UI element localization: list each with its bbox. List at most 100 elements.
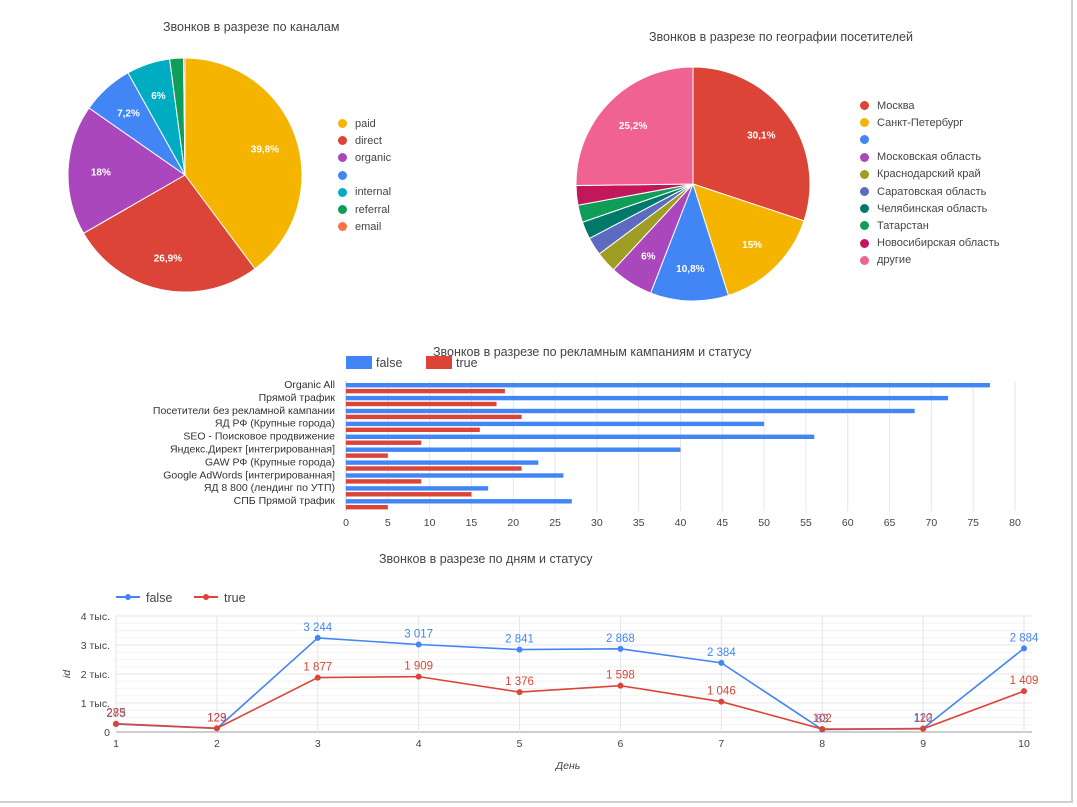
days-y-tick-label: 0 [104,727,110,739]
campaigns-x-tick-label: 40 [675,517,687,529]
days-x-tick-label: 2 [214,738,220,750]
geo-legend-swatch [860,255,869,265]
channels-legend-swatch [338,170,347,180]
campaigns-x-tick-label: 50 [758,517,770,529]
campaigns-bar-true [346,388,505,394]
campaigns-x-tick-label: 10 [424,517,436,529]
days-legend-marker-true [203,594,209,600]
campaigns-x-tick-label: 70 [926,517,938,529]
days-point-label-false: 123 [207,712,226,724]
days-line-false [115,637,1025,731]
days-point-label-true: 1 598 [606,670,635,682]
days-point-label-false: 2 884 [1010,632,1039,644]
days-point-true [920,725,927,732]
geo-legend-label: Саратовская область [877,185,987,198]
campaigns-bar-false [346,383,990,388]
days-point-true [516,689,523,696]
campaigns-x-tick-label: 20 [507,517,519,529]
campaigns-x-tick-label: 75 [967,517,979,529]
days-y-tick-label: 1 тыс. [81,698,110,710]
geo-legend-swatch [860,238,869,248]
campaigns-legend-label-false: false [376,356,402,370]
geo-legend-label: Татарстан [877,219,929,232]
campaigns-bar-false [346,499,572,504]
campaigns-bar-false [346,473,564,478]
campaigns-x-tick-label: 55 [800,517,812,529]
geo-legend-item: Краснодарский край [860,166,1000,183]
days-y-tick-label: 3 тыс. [81,640,110,652]
campaigns-x-tick-label: 35 [633,517,645,529]
geo-legend-swatch [860,187,869,197]
days-x-tick-label: 1 [113,738,119,750]
geo-legend-swatch [860,169,869,179]
campaigns-bar-true [346,440,422,445]
days-point-true [1021,688,1027,695]
channels-slice-label-4: 6% [151,91,166,102]
geo-slice-9 [575,66,694,186]
days-x-tick-label: 5 [517,738,523,750]
channels-chart-title: Звонков в разрезе по каналам [163,20,340,34]
campaigns-chart-title: Звонков в разрезе по рекламным кампаниям… [433,345,752,359]
geo-legend-label: Московская область [877,151,982,164]
campaigns-bar-false [346,447,681,452]
geo-slice-label-0: 30,1% [747,131,775,142]
days-x-tick-label: 6 [618,738,624,750]
geo-legend-item: Челябинская область [860,200,1000,217]
geo-legend-item: Москва [860,97,1000,114]
campaigns-category-label: СПБ Прямой трафик [234,495,336,507]
days-point-label-true: 1 409 [1010,675,1039,687]
geo-slice-1 [692,183,805,297]
geo-legend-item: Московская область [860,149,1000,166]
campaigns-bar-false [346,395,949,401]
days-point-label-false: 83 [816,714,829,726]
channels-legend-label: paid [355,117,376,130]
days-point-true [113,720,119,727]
channels-legend-item: direct [338,132,391,149]
geo-slice-0 [692,66,811,222]
campaigns-bar-true [346,427,480,432]
campaigns-legend-swatch-false [346,356,372,369]
days-point-true [718,698,725,705]
channels-legend-swatch [338,153,347,163]
geo-slice-label-1: 15% [742,240,762,251]
geo-legend-swatch [860,204,869,214]
channels-legend-swatch [338,222,347,232]
days-y-axis-title: id [61,669,73,678]
geo-legend-label: Новосибирская область [877,237,1000,250]
geo-slice-label-3: 6% [641,251,656,262]
geo-chart-title: Звонков в разрезе по географии посетител… [649,30,913,44]
geo-legend-item: Новосибирская область [860,235,1000,252]
campaigns-category-label: Organic All [284,379,335,391]
days-point-false [314,634,321,641]
days-point-label-false: 3 244 [303,622,332,634]
channels-legend-item: organic [338,149,391,166]
days-x-tick-label: 10 [1018,738,1030,750]
days-point-label-true: 102 [813,713,832,725]
campaigns-category-label: SEO - Поисковое продвижение [183,431,335,443]
days-point-label-false: 2 841 [505,634,534,646]
campaigns-x-tick-label: 0 [343,517,349,529]
channels-legend-label: internal [355,186,392,199]
geo-legend-item: Татарстан [860,217,1000,234]
days-point-false [415,641,422,648]
days-y-tick-label: 2 тыс. [81,669,110,681]
days-point-false [718,659,725,666]
days-point-label-true: 110 [914,713,932,725]
campaigns-bar-true [346,401,497,407]
geo-legend-label: Челябинская область [877,202,988,215]
geo-legend-label: Москва [877,99,915,112]
geo-slice-label-2: 10,8% [676,264,704,275]
days-point-label-true: 129 [207,712,226,724]
days-point-true [617,682,624,689]
geo-legend-item [860,131,1000,148]
days-point-label-true: 1 909 [404,661,433,673]
days-point-false [1021,645,1027,652]
geo-legend-item: Санкт-Петербург [860,114,1000,131]
campaigns-category-label: Яндекс.Директ [интегрированная] [170,444,335,456]
geo-legend-swatch [860,101,869,111]
campaigns-bar-false [346,486,489,491]
campaigns-x-tick-label: 25 [549,517,561,529]
campaigns-category-label: Google AdWords [интегрированная] [163,469,335,481]
campaigns-x-tick-label: 60 [842,517,854,529]
